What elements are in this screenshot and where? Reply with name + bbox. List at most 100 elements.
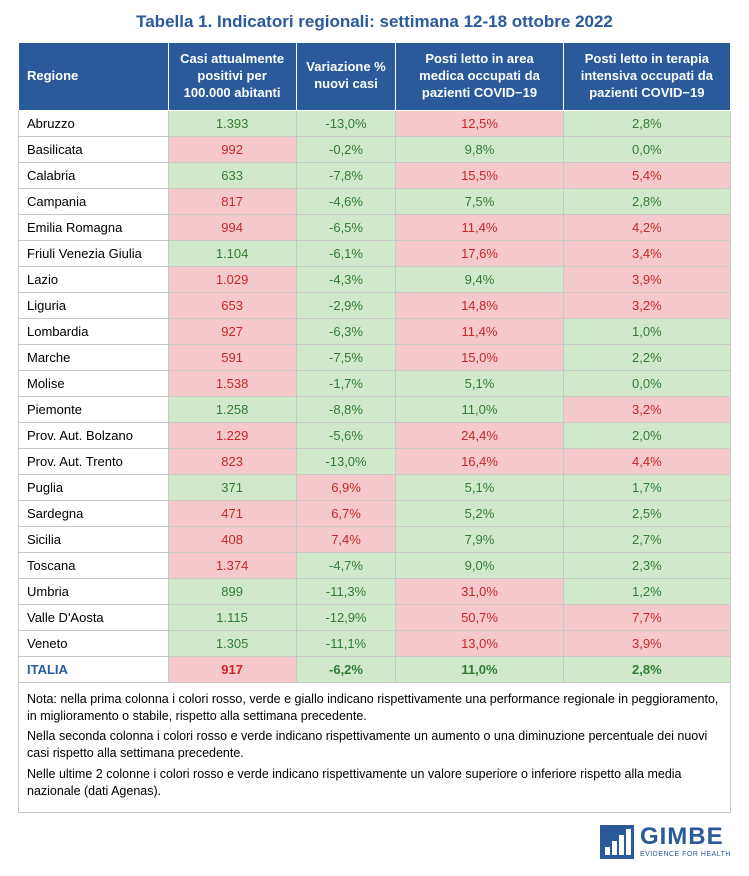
data-cell: 7,7% — [563, 604, 730, 630]
data-cell: 5,2% — [396, 500, 563, 526]
data-cell: 2,7% — [563, 526, 730, 552]
table-row: Prov. Aut. Bolzano1.229-5,6%24,4%2,0% — [19, 422, 731, 448]
data-cell: 823 — [168, 448, 296, 474]
table-row: Umbria899-11,3%31,0%1,2% — [19, 578, 731, 604]
table-row: Sicilia4087,4%7,9%2,7% — [19, 526, 731, 552]
data-cell: 992 — [168, 136, 296, 162]
data-cell: 16,4% — [396, 448, 563, 474]
table-title: Tabella 1. Indicatori regionali: settima… — [18, 12, 731, 32]
data-cell: 7,4% — [296, 526, 396, 552]
data-cell: 633 — [168, 162, 296, 188]
data-cell: 2,0% — [563, 422, 730, 448]
data-cell: 3,9% — [563, 266, 730, 292]
table-row: Lombardia927-6,3%11,4%1,0% — [19, 318, 731, 344]
data-cell: 3,2% — [563, 396, 730, 422]
data-cell: 9,0% — [396, 552, 563, 578]
data-cell: 7,5% — [396, 188, 563, 214]
region-cell: Sicilia — [19, 526, 169, 552]
region-cell: Prov. Aut. Bolzano — [19, 422, 169, 448]
data-cell: -4,6% — [296, 188, 396, 214]
data-cell: 917 — [168, 656, 296, 682]
region-cell: Abruzzo — [19, 110, 169, 136]
data-cell: 2,8% — [563, 110, 730, 136]
region-cell: Basilicata — [19, 136, 169, 162]
data-cell: -6,2% — [296, 656, 396, 682]
data-cell: 994 — [168, 214, 296, 240]
data-cell: 5,1% — [396, 474, 563, 500]
col-metric-4: Posti letto in terapia intensiva occupat… — [563, 43, 730, 111]
table-notes: Nota: nella prima colonna i colori rosso… — [18, 683, 731, 813]
data-cell: 1.115 — [168, 604, 296, 630]
table-row: Liguria653-2,9%14,8%3,2% — [19, 292, 731, 318]
data-cell: 6,9% — [296, 474, 396, 500]
data-cell: 2,5% — [563, 500, 730, 526]
data-cell: 9,8% — [396, 136, 563, 162]
table-row: Molise1.538-1,7%5,1%0,0% — [19, 370, 731, 396]
gimbe-logo: GIMBE EVIDENCE FOR HEALTH — [600, 825, 731, 859]
table-row: Puglia3716,9%5,1%1,7% — [19, 474, 731, 500]
region-cell: Lombardia — [19, 318, 169, 344]
data-cell: -13,0% — [296, 110, 396, 136]
data-cell: -4,7% — [296, 552, 396, 578]
region-cell: Puglia — [19, 474, 169, 500]
data-cell: 591 — [168, 344, 296, 370]
data-cell: 11,0% — [396, 656, 563, 682]
region-cell: Marche — [19, 344, 169, 370]
data-cell: 9,4% — [396, 266, 563, 292]
data-cell: 1.393 — [168, 110, 296, 136]
data-cell: -7,8% — [296, 162, 396, 188]
data-cell: 1.258 — [168, 396, 296, 422]
data-cell: 15,5% — [396, 162, 563, 188]
note-paragraph: Nota: nella prima colonna i colori rosso… — [27, 691, 722, 725]
data-cell: 24,4% — [396, 422, 563, 448]
data-cell: 11,4% — [396, 214, 563, 240]
table-row: Friuli Venezia Giulia1.104-6,1%17,6%3,4% — [19, 240, 731, 266]
data-cell: 4,2% — [563, 214, 730, 240]
data-cell: 471 — [168, 500, 296, 526]
col-region: Regione — [19, 43, 169, 111]
table-row: Veneto1.305-11,1%13,0%3,9% — [19, 630, 731, 656]
data-cell: 2,8% — [563, 656, 730, 682]
region-cell: Campania — [19, 188, 169, 214]
data-cell: -13,0% — [296, 448, 396, 474]
data-cell: -4,3% — [296, 266, 396, 292]
logo-text: GIMBE — [640, 825, 731, 849]
note-paragraph: Nella seconda colonna i colori rosso e v… — [27, 728, 722, 762]
logo-icon — [600, 825, 634, 859]
region-cell: Lazio — [19, 266, 169, 292]
data-cell: 1.374 — [168, 552, 296, 578]
table-row: Lazio1.029-4,3%9,4%3,9% — [19, 266, 731, 292]
logo-subtitle: EVIDENCE FOR HEALTH — [640, 851, 731, 858]
data-cell: -7,5% — [296, 344, 396, 370]
table-header-row: RegioneCasi attualmente positivi per 100… — [19, 43, 731, 111]
region-cell: Veneto — [19, 630, 169, 656]
data-cell: 5,1% — [396, 370, 563, 396]
data-cell: -5,6% — [296, 422, 396, 448]
data-cell: 11,4% — [396, 318, 563, 344]
region-cell: Emilia Romagna — [19, 214, 169, 240]
data-cell: 3,4% — [563, 240, 730, 266]
total-row: ITALIA917-6,2%11,0%2,8% — [19, 656, 731, 682]
region-cell: Umbria — [19, 578, 169, 604]
table-row: Abruzzo1.393-13,0%12,5%2,8% — [19, 110, 731, 136]
table-row: Piemonte1.258-8,8%11,0%3,2% — [19, 396, 731, 422]
data-cell: 5,4% — [563, 162, 730, 188]
data-cell: 1.104 — [168, 240, 296, 266]
data-cell: -11,1% — [296, 630, 396, 656]
col-metric-2: Variazione % nuovi casi — [296, 43, 396, 111]
data-cell: 927 — [168, 318, 296, 344]
data-cell: -1,7% — [296, 370, 396, 396]
data-cell: -6,3% — [296, 318, 396, 344]
data-cell: 4,4% — [563, 448, 730, 474]
data-cell: 6,7% — [296, 500, 396, 526]
data-cell: 11,0% — [396, 396, 563, 422]
table-row: Valle D'Aosta1.115-12,9%50,7%7,7% — [19, 604, 731, 630]
data-cell: 408 — [168, 526, 296, 552]
data-cell: 0,0% — [563, 136, 730, 162]
data-cell: 0,0% — [563, 370, 730, 396]
data-cell: 14,8% — [396, 292, 563, 318]
data-cell: -6,1% — [296, 240, 396, 266]
data-cell: 371 — [168, 474, 296, 500]
region-cell: Sardegna — [19, 500, 169, 526]
data-cell: 817 — [168, 188, 296, 214]
